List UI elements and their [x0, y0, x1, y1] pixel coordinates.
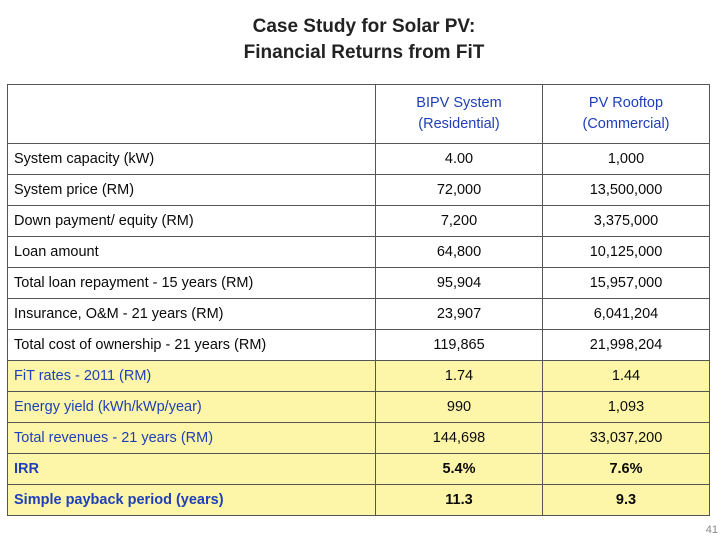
- bipv-value: 95,904: [375, 267, 543, 299]
- rooftop-value: 1.44: [542, 360, 710, 392]
- bipv-value: 5.4%: [375, 453, 543, 485]
- rooftop-value: 1,000: [542, 143, 710, 175]
- bipv-value: 72,000: [375, 174, 543, 206]
- table-row: Insurance, O&M - 21 years (RM) 23,907 6,…: [7, 298, 710, 330]
- header-bipv-line2: (Residential): [418, 116, 500, 132]
- rooftop-value: 9.3: [542, 484, 710, 516]
- bipv-value: 990: [375, 391, 543, 423]
- slide-title: Case Study for Solar PV: Financial Retur…: [0, 14, 728, 66]
- table-row-highlighted: Energy yield (kWh/kWp/year) 990 1,093: [7, 391, 710, 423]
- header-rooftop-line1: PV Rooftop: [588, 95, 664, 111]
- header-empty-cell: [7, 84, 376, 144]
- bipv-value: 119,865: [375, 329, 543, 361]
- row-label: System capacity (kW): [7, 143, 376, 175]
- table-header-row: BIPV System (Residential) PV Rooftop (Co…: [7, 84, 710, 144]
- row-label: Total cost of ownership - 21 years (RM): [7, 329, 376, 361]
- rooftop-value: 3,375,000: [542, 205, 710, 237]
- title-line-2: Financial Returns from FiT: [243, 42, 485, 63]
- rooftop-value: 33,037,200: [542, 422, 710, 454]
- row-label: IRR: [7, 453, 376, 485]
- header-rooftop-line2: (Commercial): [582, 116, 670, 132]
- row-label: Insurance, O&M - 21 years (RM): [7, 298, 376, 330]
- rooftop-value: 21,998,204: [542, 329, 710, 361]
- header-bipv: BIPV System (Residential): [375, 84, 543, 144]
- bipv-value: 4.00: [375, 143, 543, 175]
- rooftop-value: 6,041,204: [542, 298, 710, 330]
- bipv-value: 1.74: [375, 360, 543, 392]
- rooftop-value: 7.6%: [542, 453, 710, 485]
- table-row: System capacity (kW) 4.00 1,000: [7, 143, 710, 175]
- bipv-value: 23,907: [375, 298, 543, 330]
- row-label: Loan amount: [7, 236, 376, 268]
- bipv-value: 64,800: [375, 236, 543, 268]
- row-label: Down payment/ equity (RM): [7, 205, 376, 237]
- rooftop-value: 15,957,000: [542, 267, 710, 299]
- table-row: Loan amount 64,800 10,125,000: [7, 236, 710, 268]
- row-label: Energy yield (kWh/kWp/year): [7, 391, 376, 423]
- row-label: FiT rates - 2011 (RM): [7, 360, 376, 392]
- bipv-value: 144,698: [375, 422, 543, 454]
- row-label: Total revenues - 21 years (RM): [7, 422, 376, 454]
- row-label: Total loan repayment - 15 years (RM): [7, 267, 376, 299]
- bipv-value: 7,200: [375, 205, 543, 237]
- table-row-highlighted: Total revenues - 21 years (RM) 144,698 3…: [7, 422, 710, 454]
- table-row: System price (RM) 72,000 13,500,000: [7, 174, 710, 206]
- bipv-value: 11.3: [375, 484, 543, 516]
- page-number: 41: [705, 524, 718, 536]
- header-rooftop: PV Rooftop (Commercial): [542, 84, 710, 144]
- rooftop-value: 1,093: [542, 391, 710, 423]
- table-row-highlighted: FiT rates - 2011 (RM) 1.74 1.44: [7, 360, 710, 392]
- table-row: Total cost of ownership - 21 years (RM) …: [7, 329, 710, 361]
- rooftop-value: 10,125,000: [542, 236, 710, 268]
- title-line-1: Case Study for Solar PV:: [252, 16, 476, 37]
- table-row: Down payment/ equity (RM) 7,200 3,375,00…: [7, 205, 710, 237]
- table-row-payback: Simple payback period (years) 11.3 9.3: [7, 484, 710, 516]
- rooftop-value: 13,500,000: [542, 174, 710, 206]
- header-bipv-line1: BIPV System: [416, 95, 502, 111]
- table-row: Total loan repayment - 15 years (RM) 95,…: [7, 267, 710, 299]
- table-row-irr: IRR 5.4% 7.6%: [7, 453, 710, 485]
- row-label: System price (RM): [7, 174, 376, 206]
- row-label: Simple payback period (years): [7, 484, 376, 516]
- financial-returns-table: BIPV System (Residential) PV Rooftop (Co…: [7, 84, 710, 516]
